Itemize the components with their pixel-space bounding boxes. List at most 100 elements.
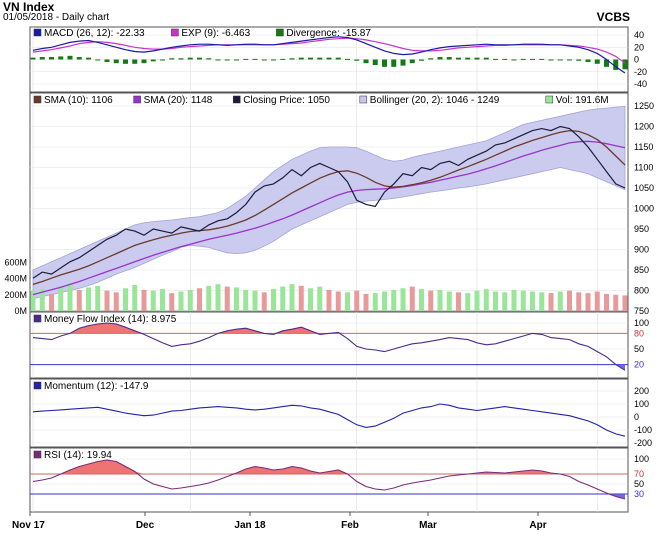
legend-label-0: MACD (26, 12): -22.33 (44, 28, 145, 39)
divergence-bar (622, 59, 628, 70)
volume-bar (243, 289, 249, 311)
y-tick-label: 100 (634, 399, 649, 409)
y-tick-label: 0 (634, 55, 639, 65)
bollinger-band (32, 105, 626, 300)
y-tick-label: -20 (634, 67, 647, 77)
volume-bar (169, 293, 175, 311)
divergence-bar (502, 58, 508, 60)
macd-line (32, 36, 626, 74)
divergence-bar (520, 58, 526, 60)
divergence-bar (76, 57, 82, 60)
divergence-bar (437, 57, 443, 60)
divergence-bar (289, 58, 295, 60)
volume-bar (113, 292, 119, 311)
divergence-bar (557, 59, 563, 61)
legend-label-2: Closing Price: 1050 (243, 95, 330, 106)
y-tick-label: 100 (634, 454, 649, 464)
divergence-bar (132, 59, 138, 64)
legend-label-2: Divergence: -15.87 (286, 28, 371, 39)
volume-bar (446, 291, 452, 311)
divergence-bar (465, 57, 471, 60)
volume-tick-label: 0M (14, 306, 27, 316)
volume-bar (409, 286, 415, 311)
divergence-bar (585, 59, 591, 62)
volume-bar (335, 291, 341, 311)
closing-price-line (32, 125, 626, 279)
divergence-bar (372, 59, 378, 66)
volume-bar (289, 284, 295, 311)
legend-label-0: RSI (14): 19.94 (44, 450, 112, 461)
sma20-line (32, 140, 626, 296)
volume-bar (548, 293, 554, 311)
volume-bar (400, 288, 406, 311)
volume-bar (483, 289, 489, 311)
y-tick-label: 900 (634, 245, 649, 255)
volume-bar (123, 288, 128, 311)
chart-subtitle: 01/05/2018 - Daily chart (3, 12, 110, 23)
divergence-bar (58, 56, 64, 60)
volume-bar (437, 289, 443, 311)
volume-bar (298, 285, 304, 311)
divergence-bar (178, 58, 184, 60)
divergence-bar (49, 57, 54, 60)
x-tick-label: Dec (136, 520, 155, 531)
volume-bar (428, 290, 434, 311)
volume-bar (354, 290, 360, 311)
legend-label-0: Momentum (12): -147.9 (44, 381, 149, 392)
divergence-bar (215, 59, 221, 61)
rsi-panel-frame (29, 447, 629, 513)
divergence-bar (39, 57, 45, 60)
y-tick-label: 1200 (634, 122, 654, 132)
legend-label-1: EXP (9): -6.463 (181, 28, 250, 39)
divergence-bar (419, 59, 424, 61)
divergence-bar (530, 58, 535, 60)
legend-swatch (33, 381, 42, 390)
legend-swatch (133, 95, 141, 104)
y-tick-label: 0 (634, 412, 639, 422)
y-tick-label: 1100 (634, 163, 653, 173)
legend-swatch (33, 314, 42, 323)
volume-bar (39, 289, 45, 311)
divergence-bar (594, 59, 600, 64)
legend-swatch (545, 95, 554, 104)
volume-bar (502, 292, 508, 311)
divergence-bar (391, 59, 397, 67)
divergence-bar (123, 59, 128, 64)
y-tick-label: 100 (634, 318, 649, 328)
volume-bar (539, 292, 545, 311)
volume-bar (234, 287, 239, 311)
y-tick-label: 20 (634, 360, 644, 370)
volume-bar (456, 292, 461, 311)
divergence-bar (317, 57, 323, 60)
divergence-bar (104, 59, 110, 62)
volume-bar (280, 286, 286, 311)
volume-bar (622, 295, 628, 311)
volume-bar (76, 289, 82, 311)
divergence-bar (30, 57, 36, 60)
rsi-line (32, 459, 626, 500)
x-tick-label: Apr (529, 520, 546, 531)
divergence-bar (308, 57, 313, 60)
divergence-bar (335, 57, 341, 60)
legend-label-0: Money Flow Index (14): 8.975 (44, 314, 177, 325)
volume-bar (187, 289, 193, 311)
legend-label-3: Bollinger (20, 2): 1046 - 1249 (370, 95, 500, 106)
y-tick-label: -40 (634, 79, 647, 89)
volume-bar (557, 291, 563, 311)
y-tick-label: -200 (634, 438, 652, 448)
divergence-bar (252, 58, 258, 60)
divergence-bar (354, 59, 360, 61)
divergence-bar (539, 58, 545, 60)
volume-bar (49, 293, 54, 311)
divergence-bar (363, 59, 369, 64)
volume-tick-label: 200M (4, 290, 27, 300)
divergence-bar (400, 59, 406, 66)
y-tick-label: 950 (634, 224, 649, 234)
y-tick-label: 50 (634, 479, 644, 489)
volume-bar (150, 290, 156, 311)
legend-swatch (276, 28, 284, 37)
volume-bar (511, 289, 517, 311)
divergence-bar (150, 59, 156, 62)
volume-bar (271, 289, 276, 311)
